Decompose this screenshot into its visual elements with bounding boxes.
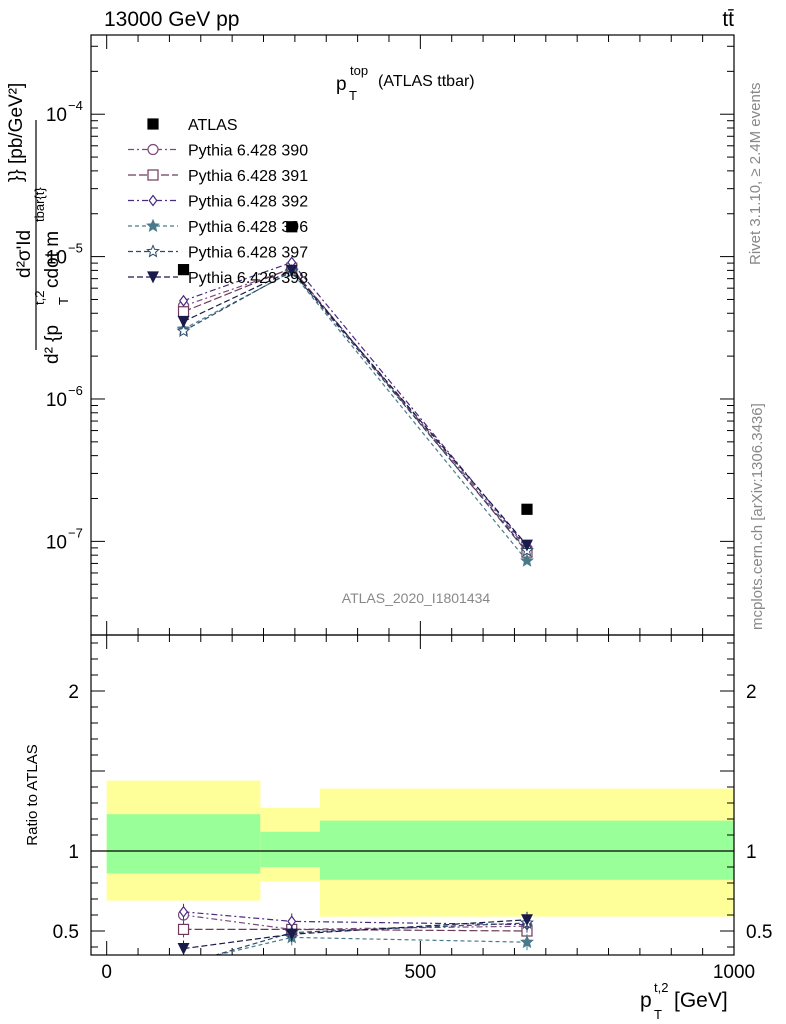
series-line bbox=[183, 269, 528, 546]
title-sub: T bbox=[349, 88, 357, 103]
y-tick-label: 10 bbox=[46, 248, 67, 269]
ratio-y-tick-label: 1 bbox=[746, 842, 757, 863]
data-point bbox=[177, 315, 190, 328]
ylabel-den-sup: t,2 bbox=[32, 291, 47, 305]
y-tick-label: 10 bbox=[46, 532, 67, 553]
ratio-y-axis-label: Ratio to ATLAS bbox=[24, 744, 41, 845]
ratio-axis-ticks: 0.5 0.5 1 1 2 2 0 500 1000 bbox=[53, 642, 772, 983]
legend-label: Pythia 6.428 397 bbox=[188, 245, 308, 262]
ratio-y-tick-label: 1 bbox=[68, 842, 79, 863]
process-label: tt̄ bbox=[722, 8, 734, 31]
rivet-label: Rivet 3.1.10, ≥ 2.4M events bbox=[747, 83, 764, 266]
x-tick-label: 1000 bbox=[713, 962, 755, 983]
data-point bbox=[521, 539, 533, 552]
ratio-data-point bbox=[285, 928, 298, 941]
y-tick-label: 10 bbox=[46, 390, 67, 411]
band-inner bbox=[319, 820, 734, 880]
ratio-data-point bbox=[177, 942, 190, 955]
data-point bbox=[286, 221, 298, 233]
energy-label: 13000 GeV pp bbox=[104, 8, 239, 31]
ratio-bands bbox=[91, 780, 734, 917]
legend-marker bbox=[147, 169, 159, 181]
title-sup: top bbox=[350, 63, 368, 78]
ylabel-denominator: d² {p bbox=[42, 325, 63, 364]
y-tick-label-exp: −4 bbox=[68, 98, 83, 113]
xlabel-rest: [GeV] bbox=[674, 989, 728, 1012]
ylabel-den-sup2: tbar{t} bbox=[32, 187, 47, 222]
xlabel-p: p bbox=[640, 989, 652, 1012]
ratio-series-line bbox=[183, 914, 527, 931]
ylabel-numerator: d²σ'Id bbox=[14, 230, 35, 278]
main-y-axis-label: d²σ'Id d² {p t,2 T cdot m tbar{t} }} [pb… bbox=[6, 83, 71, 364]
legend: ATLAS Pythia 6.428 390 Pythia 6.428 391 Pyt… bbox=[128, 117, 308, 287]
series-line bbox=[183, 268, 528, 549]
data-point bbox=[521, 503, 533, 515]
data-point bbox=[176, 323, 191, 337]
data-point bbox=[179, 294, 189, 307]
ratio-data-point bbox=[520, 934, 534, 949]
legend-marker bbox=[146, 218, 160, 232]
ratio-series-line bbox=[183, 928, 527, 932]
legend-label: Pythia 6.428 390 bbox=[188, 143, 308, 160]
xlabel-sub: T bbox=[654, 1007, 662, 1022]
series-line bbox=[183, 270, 528, 552]
ratio-plot-series bbox=[177, 903, 534, 955]
series-line bbox=[183, 271, 528, 562]
data-point bbox=[285, 264, 298, 277]
legend-marker bbox=[147, 118, 159, 130]
band-inner bbox=[260, 831, 320, 867]
ratio-y-tick-label: 2 bbox=[746, 682, 757, 703]
x-tick-label: 500 bbox=[404, 962, 436, 983]
legend-label: Pythia 6.428 396 bbox=[188, 219, 308, 236]
y-tick-label-exp: −7 bbox=[68, 525, 83, 540]
ratio-data-point bbox=[177, 923, 190, 936]
series-line bbox=[183, 261, 528, 548]
ratio-series-line bbox=[183, 919, 528, 950]
ylabel-den-sub: T bbox=[56, 297, 71, 305]
y-tick-label-exp: −6 bbox=[68, 383, 83, 398]
xlabel-sup: t,2 bbox=[654, 980, 668, 995]
ratio-y-tick-label: 2 bbox=[68, 682, 79, 703]
ratio-y-tick-label: 0.5 bbox=[53, 922, 79, 943]
x-axis-label: p t,2 T [GeV] bbox=[640, 980, 728, 1022]
ratio-plot-frame bbox=[90, 634, 735, 956]
y-tick-label-exp: −5 bbox=[68, 241, 83, 256]
data-point bbox=[177, 264, 190, 276]
legend-label: Pythia 6.428 398 bbox=[188, 270, 308, 287]
legend-marker bbox=[147, 143, 159, 156]
data-point bbox=[520, 553, 534, 567]
ratio-data-point bbox=[521, 914, 533, 927]
ylabel-den-rest: cdot m bbox=[42, 231, 63, 288]
main-axis-ticks: 10−710−610−510−4 bbox=[46, 35, 735, 955]
mcplots-label: mcplots.cern.ch [arXiv:1306.3436] bbox=[749, 403, 766, 630]
x-tick-label: 0 bbox=[101, 962, 112, 983]
legend-label: Pythia 6.428 392 bbox=[188, 194, 308, 211]
legend-marker bbox=[148, 194, 158, 207]
legend-marker bbox=[147, 271, 159, 284]
legend-label: ATLAS bbox=[188, 117, 238, 134]
ratio-data-point bbox=[179, 905, 189, 918]
ratio-series-line bbox=[214, 936, 527, 955]
data-point bbox=[177, 306, 190, 318]
ylabel-den-end: }} [pb/GeV²] bbox=[6, 83, 27, 182]
y-tick-label: 10 bbox=[46, 105, 67, 126]
analysis-label: ATLAS_2020_I1801434 bbox=[342, 590, 491, 606]
ratio-y-tick-label: 0.5 bbox=[746, 922, 772, 943]
main-plot-series bbox=[176, 221, 534, 567]
legend-marker bbox=[146, 244, 160, 258]
plot-title: p top T (ATLAS ttbar) bbox=[336, 63, 475, 103]
title-main: p bbox=[336, 74, 347, 95]
series-line bbox=[183, 267, 528, 553]
band-inner bbox=[106, 814, 261, 874]
title-rest: (ATLAS ttbar) bbox=[378, 73, 475, 90]
legend-label: Pythia 6.428 391 bbox=[188, 168, 308, 185]
